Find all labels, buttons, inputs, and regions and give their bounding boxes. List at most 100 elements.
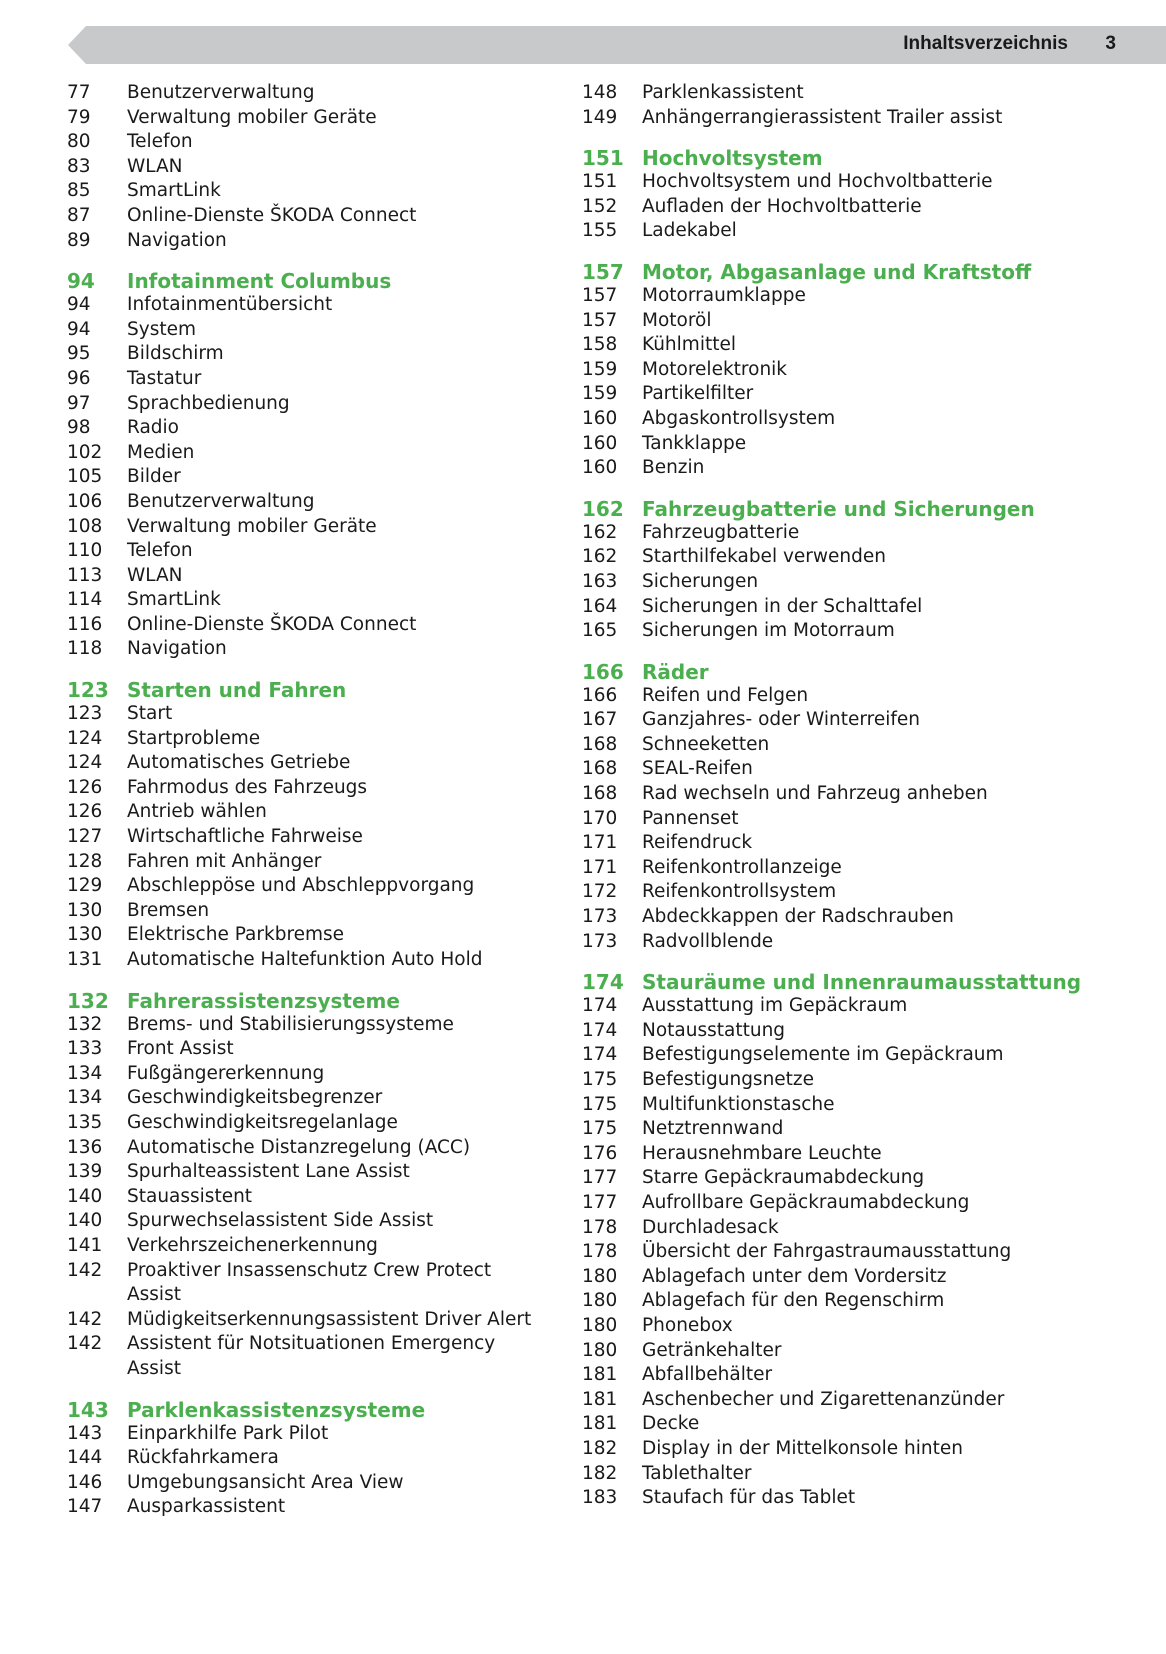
toc-entry[interactable]: 94 System [67,318,547,343]
toc-entry[interactable]: 127 Wirtschaftliche Fahrweise [67,825,547,850]
toc-heading[interactable]: 166 Räder [582,659,1102,685]
toc-entry[interactable]: 131 Automatische Haltefunktion Auto Hold [67,948,547,973]
toc-entry[interactable]: 151 Hochvoltsystem und Hochvoltbatterie [582,170,1102,195]
toc-entry[interactable]: 142 Müdigkeitserkennungsassistent Driver … [67,1308,547,1333]
toc-entry[interactable]: 128 Fahren mit Anhänger [67,850,547,875]
toc-entry[interactable]: 123 Start [67,702,547,727]
toc-entry[interactable]: 155 Ladekabel [582,219,1102,244]
toc-entry[interactable]: 160 Tankklappe [582,432,1102,457]
toc-entry[interactable]: 171 Reifendruck [582,831,1102,856]
toc-entry[interactable]: 147 Ausparkassistent [67,1495,547,1520]
toc-entry[interactable]: 157 Motoröl [582,309,1102,334]
toc-entry[interactable]: 168 Schneeketten [582,733,1102,758]
toc-entry[interactable]: 116 Online-Dienste ŠKODA Connect [67,613,547,638]
toc-entry[interactable]: 174 Ausstattung im Gepäckraum [582,994,1102,1019]
toc-entry[interactable]: 175 Netztrennwand [582,1117,1102,1142]
toc-entry[interactable]: 118 Navigation [67,637,547,662]
toc-entry[interactable]: 124 Automatisches Getriebe [67,751,547,776]
toc-entry[interactable]: 148 Parklenkassistent [582,81,1102,106]
toc-entry[interactable]: 183 Staufach für das Tablet [582,1486,1102,1511]
toc-entry[interactable]: 180 Getränkehalter [582,1339,1102,1364]
toc-entry[interactable]: 175 Multifunktionstasche [582,1093,1102,1118]
toc-entry[interactable]: 140 Spurwechselassistent Side Assist [67,1209,547,1234]
toc-entry[interactable]: 173 Radvollblende [582,930,1102,955]
toc-entry[interactable]: 108 Verwaltung mobiler Geräte [67,515,547,540]
toc-entry[interactable]: 79 Verwaltung mobiler Geräte [67,106,547,131]
toc-entry[interactable]: 159 Motorelektronik [582,358,1102,383]
toc-entry[interactable]: 144 Rückfahrkamera [67,1446,547,1471]
toc-entry[interactable]: 157 Motorraumklappe [582,284,1102,309]
toc-entry[interactable]: 178 Übersicht der Fahrgastraumausstattung [582,1240,1102,1265]
toc-entry[interactable]: 180 Ablagefach unter dem Vordersitz [582,1265,1102,1290]
toc-entry[interactable]: 140 Stauassistent [67,1185,547,1210]
toc-entry[interactable]: 177 Starre Gepäckraumabdeckung [582,1166,1102,1191]
toc-entry[interactable]: 139 Spurhalteassistent Lane Assist [67,1160,547,1185]
toc-entry[interactable]: 102 Medien [67,441,547,466]
toc-heading[interactable]: 123 Starten und Fahren [67,677,547,703]
toc-entry[interactable]: 113 WLAN [67,564,547,589]
toc-entry[interactable]: 170 Pannenset [582,807,1102,832]
toc-entry[interactable]: 175 Befestigungsnetze [582,1068,1102,1093]
toc-entry[interactable]: 136 Automatische Distanzregelung (ACC) [67,1136,547,1161]
toc-entry[interactable]: 130 Bremsen [67,899,547,924]
toc-entry[interactable]: 77 Benutzerverwaltung [67,81,547,106]
toc-entry[interactable]: 182 Display in der Mittelkonsole hinten [582,1437,1102,1462]
toc-entry[interactable]: 135 Geschwindigkeitsregelanlage [67,1111,547,1136]
toc-heading[interactable]: 151 Hochvoltsystem [582,145,1102,171]
toc-entry[interactable]: 174 Notausstattung [582,1019,1102,1044]
toc-entry[interactable]: 152 Aufladen der Hochvoltbatterie [582,195,1102,220]
toc-entry[interactable]: 177 Aufrollbare Gepäckraumabdeckung [582,1191,1102,1216]
toc-entry[interactable]: 173 Abdeckkappen der Radschrauben [582,905,1102,930]
toc-entry[interactable]: 174 Befestigungselemente im Gepäckraum [582,1043,1102,1068]
toc-entry[interactable]: 166 Reifen und Felgen [582,684,1102,709]
toc-entry[interactable]: 162 Starthilfekabel verwenden [582,545,1102,570]
toc-entry[interactable]: 176 Herausnehmbare Leuchte [582,1142,1102,1167]
toc-entry[interactable]: 160 Abgaskontrollsystem [582,407,1102,432]
toc-entry[interactable]: 114 SmartLink [67,588,547,613]
toc-entry[interactable]: 172 Reifenkontrollsystem [582,880,1102,905]
toc-heading[interactable]: 157 Motor, Abgasanlage und Kraftstoff [582,259,1102,285]
toc-heading[interactable]: 162 Fahrzeugbatterie und Sicherungen [582,496,1102,522]
toc-entry[interactable]: 89 Navigation [67,229,547,254]
toc-entry[interactable]: 180 Ablagefach für den Regenschirm [582,1289,1102,1314]
toc-entry[interactable]: 110 Telefon [67,539,547,564]
toc-entry[interactable]: 132 Brems- und Stabilisierungssysteme [67,1013,547,1038]
toc-entry[interactable]: 80 Telefon [67,130,547,155]
toc-entry[interactable]: 134 Geschwindigkeitsbegrenzer [67,1086,547,1111]
toc-entry[interactable]: 95 Bildschirm [67,342,547,367]
toc-entry[interactable]: 178 Durchladesack [582,1216,1102,1241]
toc-entry[interactable]: 163 Sicherungen [582,570,1102,595]
toc-entry[interactable]: 146 Umgebungsansicht Area View [67,1471,547,1496]
toc-entry[interactable]: 96 Tastatur [67,367,547,392]
toc-entry[interactable]: 94 Infotainmentübersicht [67,293,547,318]
toc-entry[interactable]: 142 Proaktiver Insassenschutz Crew Protec… [67,1259,547,1308]
toc-entry[interactable]: 126 Fahrmodus des Fahrzeugs [67,776,547,801]
toc-entry[interactable]: 158 Kühlmittel [582,333,1102,358]
toc-entry[interactable]: 142 Assistent für Notsituationen Emergenc… [67,1332,547,1381]
toc-entry[interactable]: 182 Tablethalter [582,1462,1102,1487]
toc-entry[interactable]: 171 Reifenkontrollanzeige [582,856,1102,881]
toc-entry[interactable]: 181 Decke [582,1412,1102,1437]
toc-entry[interactable]: 160 Benzin [582,456,1102,481]
toc-entry[interactable]: 168 Rad wechseln und Fahrzeug anheben [582,782,1102,807]
toc-entry[interactable]: 165 Sicherungen im Motorraum [582,619,1102,644]
toc-entry[interactable]: 134 Fußgängererkennung [67,1062,547,1087]
toc-entry[interactable]: 167 Ganzjahres- oder Winterreifen [582,708,1102,733]
toc-entry[interactable]: 83 WLAN [67,155,547,180]
toc-entry[interactable]: 126 Antrieb wählen [67,800,547,825]
toc-entry[interactable]: 141 Verkehrszeichenerkennung [67,1234,547,1259]
toc-entry[interactable]: 180 Phonebox [582,1314,1102,1339]
toc-entry[interactable]: 181 Aschenbecher und Zigarettenanzünder [582,1388,1102,1413]
toc-entry[interactable]: 124 Startprobleme [67,727,547,752]
toc-entry[interactable]: 106 Benutzerverwaltung [67,490,547,515]
toc-entry[interactable]: 97 Sprachbedienung [67,392,547,417]
toc-entry[interactable]: 149 Anhängerrangierassistent Trailer assi… [582,106,1102,131]
toc-entry[interactable]: 105 Bilder [67,465,547,490]
toc-heading[interactable]: 94 Infotainment Columbus [67,268,547,294]
toc-entry[interactable]: 85 SmartLink [67,179,547,204]
toc-entry[interactable]: 87 Online-Dienste ŠKODA Connect [67,204,547,229]
toc-entry[interactable]: 133 Front Assist [67,1037,547,1062]
toc-entry[interactable]: 164 Sicherungen in der Schalttafel [582,595,1102,620]
toc-entry[interactable]: 129 Abschleppöse und Abschleppvorgang [67,874,547,899]
toc-entry[interactable]: 162 Fahrzeugbatterie [582,521,1102,546]
